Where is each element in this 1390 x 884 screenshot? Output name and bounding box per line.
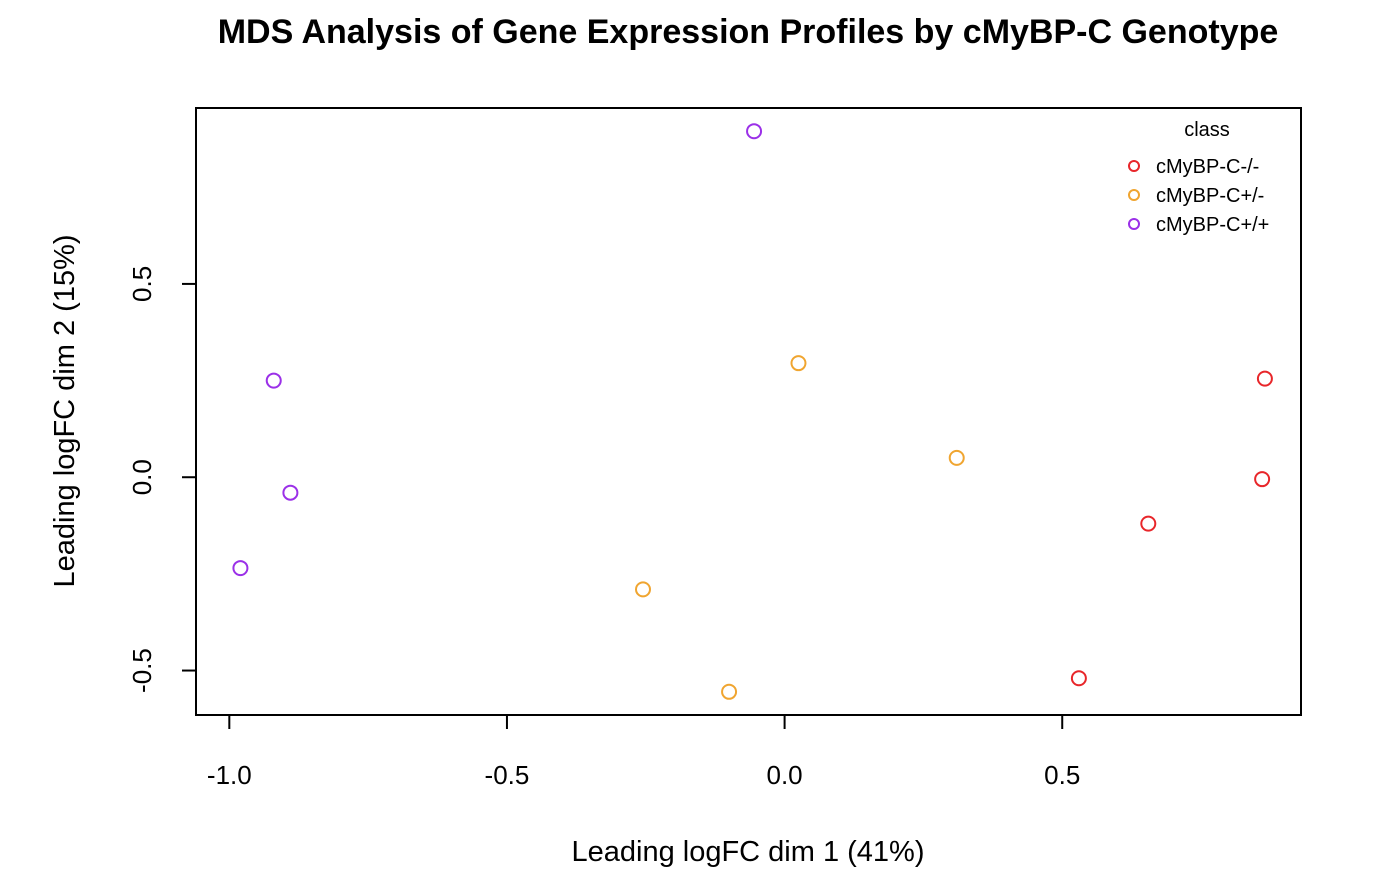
- legend-label: cMyBP-C+/+: [1156, 214, 1269, 236]
- data-point: [948, 449, 965, 466]
- data-point: [790, 355, 807, 372]
- data-point: [1070, 670, 1087, 687]
- y-tick-label: 0.5: [127, 266, 157, 302]
- data-point: [634, 581, 651, 598]
- data-point: [1140, 515, 1157, 532]
- data-point: [265, 372, 282, 389]
- data-point: [232, 560, 249, 577]
- legend-label: cMyBP-C+/-: [1156, 185, 1264, 207]
- x-tick-label: 0.0: [767, 760, 803, 790]
- legend-label: cMyBP-C-/-: [1156, 156, 1259, 178]
- y-tick-label: 0.0: [127, 459, 157, 495]
- y-axis: -0.5 0.0 0.5: [127, 266, 197, 693]
- data-point: [1254, 471, 1271, 488]
- data-point: [746, 123, 763, 140]
- legend-marker: [1128, 160, 1140, 172]
- x-tick-label: -1.0: [207, 760, 252, 790]
- x-tick-label: -0.5: [485, 760, 530, 790]
- legend-title: class: [1184, 119, 1230, 141]
- data-point: [1256, 370, 1273, 387]
- y-axis-title: Leading logFC dim 2 (15%): [49, 234, 81, 587]
- y-tick-label: -0.5: [127, 648, 157, 693]
- x-axis: -1.0 -0.5 0.0 0.5: [207, 714, 1080, 790]
- chart-title: MDS Analysis of Gene Expression Profiles…: [218, 13, 1279, 51]
- legend: class cMyBP-C-/- cMyBP-C+/- cMyBP-C+/+: [1128, 119, 1269, 236]
- data-point: [721, 683, 738, 700]
- x-tick-label: 0.5: [1044, 760, 1080, 790]
- data-point: [282, 484, 299, 501]
- legend-marker: [1128, 218, 1140, 230]
- x-axis-title: Leading logFC dim 1 (41%): [571, 836, 924, 868]
- data-points: [232, 123, 1273, 700]
- legend-marker: [1128, 189, 1140, 201]
